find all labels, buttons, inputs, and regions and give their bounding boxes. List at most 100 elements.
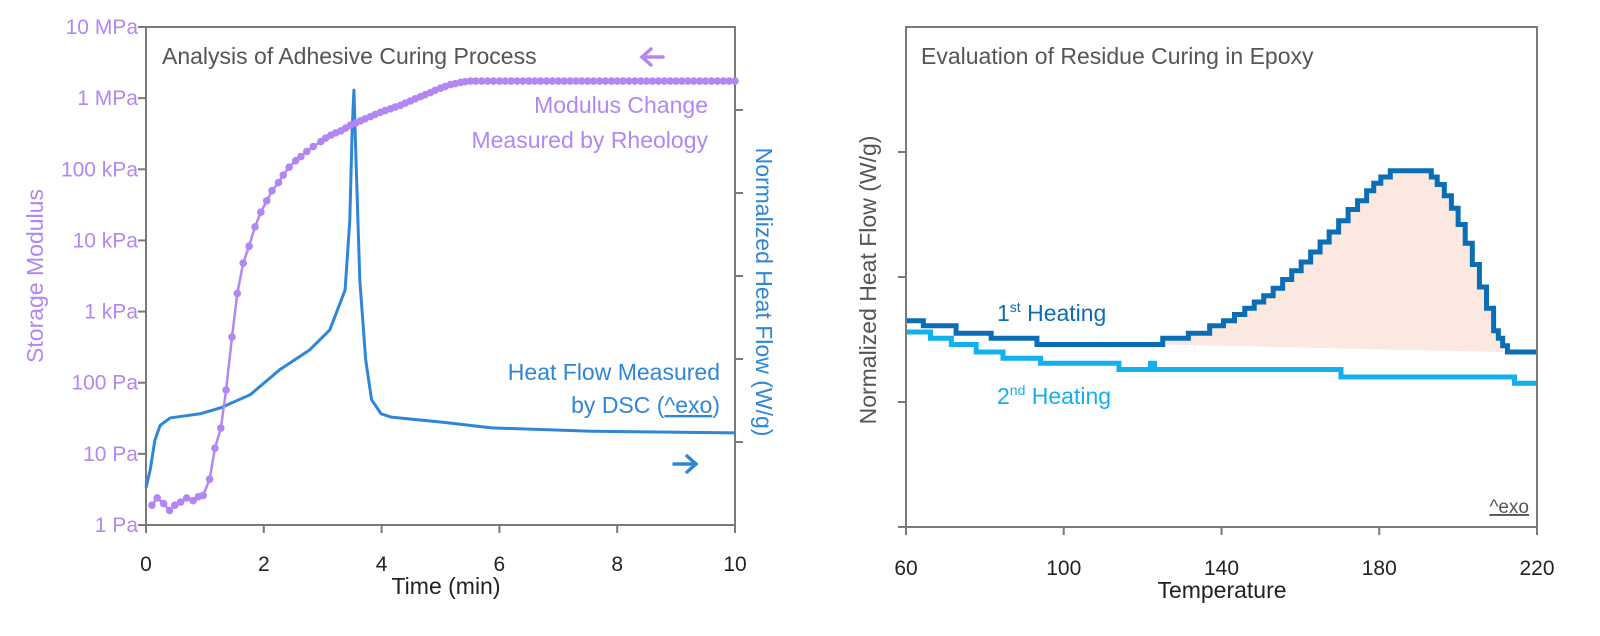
- storage-modulus-point: [233, 289, 242, 298]
- left-chart-title: Analysis of Adhesive Curing Process: [162, 43, 537, 69]
- storage-modulus-point: [239, 259, 247, 267]
- storage-modulus-point: [466, 77, 475, 85]
- storage-modulus-point: [689, 77, 698, 85]
- storage-modulus-point: [245, 242, 253, 250]
- legend-label-2nd-heating: 2nd Heating: [997, 382, 1111, 409]
- x-tick-label: 6: [494, 553, 506, 576]
- storage-modulus-point: [672, 77, 680, 85]
- storage-modulus-point: [648, 77, 657, 85]
- storage-modulus-point: [507, 77, 515, 85]
- storage-modulus-point: [572, 77, 580, 85]
- left-arrow-icon: [639, 47, 665, 67]
- storage-modulus-point: [228, 333, 236, 341]
- storage-modulus-point: [725, 77, 733, 85]
- storage-modulus-point: [719, 77, 728, 85]
- storage-modulus-point: [501, 77, 510, 85]
- storage-modulus-point: [607, 77, 616, 85]
- storage-modulus-point: [165, 506, 174, 515]
- storage-modulus-point: [211, 444, 219, 453]
- storage-modulus-point: [477, 77, 486, 85]
- storage-modulus-point: [268, 186, 276, 195]
- storage-modulus-point: [613, 77, 621, 85]
- storage-modulus-point: [701, 77, 710, 85]
- y-tick-label: 10 kPa: [73, 229, 139, 252]
- storage-modulus-point: [595, 77, 604, 85]
- dsc-annotation-line1: Heat Flow Measured: [508, 359, 720, 385]
- storage-modulus-point: [625, 77, 633, 85]
- storage-modulus-point: [713, 77, 722, 85]
- storage-modulus-point: [513, 77, 521, 85]
- storage-modulus-point: [199, 491, 207, 500]
- storage-modulus-point: [660, 77, 669, 85]
- storage-modulus-point: [483, 77, 492, 85]
- right-chart-x-axis-label: Temperature: [1157, 577, 1286, 603]
- storage-modulus-point: [642, 77, 651, 85]
- storage-modulus-point: [279, 171, 288, 179]
- storage-modulus-point: [153, 494, 161, 502]
- storage-modulus-point: [489, 77, 498, 85]
- storage-modulus-point: [159, 499, 168, 508]
- storage-modulus-point: [666, 77, 675, 85]
- storage-modulus-point: [217, 424, 225, 432]
- storage-modulus-point: [542, 77, 551, 85]
- storage-modulus-point: [678, 77, 686, 85]
- x-tick-label: 10: [723, 553, 746, 576]
- y-tick-label: 100 kPa: [61, 158, 138, 181]
- x-tick-label: 180: [1362, 557, 1397, 580]
- storage-modulus-point: [148, 501, 156, 509]
- right-chart-y-axis-label: Normalized Heat Flow (W/g): [855, 136, 881, 425]
- storage-modulus-point: [171, 501, 179, 509]
- exo-label: ^exo: [1489, 497, 1529, 518]
- right-y-axis-label: Normalized Heat Flow (W/g): [751, 148, 777, 437]
- storage-modulus-point: [182, 494, 191, 502]
- y-tick-label: 1 kPa: [84, 301, 138, 324]
- 1st-heating-line: [906, 168, 1537, 355]
- x-tick-label: 220: [1519, 557, 1554, 580]
- left-y-axis-label: Storage Modulus: [22, 189, 48, 363]
- storage-modulus-point: [205, 475, 214, 484]
- storage-modulus-point: [525, 77, 533, 85]
- left-chart: 0 2 4 6 8 10 1 Pa 10 Pa 100 Pa 1 kPa 10 kPa 100 kPa…: [22, 16, 777, 599]
- storage-modulus-point: [530, 77, 539, 85]
- y-tick-label: 10 Pa: [83, 443, 138, 466]
- storage-modulus-point: [251, 223, 259, 231]
- storage-modulus-point: [548, 77, 557, 85]
- 2nd-heating-line: [906, 329, 1537, 386]
- x-tick-label: 0: [140, 553, 152, 576]
- storage-modulus-point: [176, 498, 185, 506]
- x-tick-label: 100: [1046, 557, 1081, 580]
- right-chart-title: Evaluation of Residue Curing in Epoxy: [921, 43, 1314, 69]
- y-tick-label: 1 MPa: [77, 87, 138, 110]
- storage-modulus-point: [695, 77, 704, 85]
- storage-modulus-point: [583, 77, 592, 85]
- right-chart: 60 100 140 180 220 Evaluation of Residue Cur…: [855, 26, 1555, 603]
- storage-modulus-point: [731, 77, 739, 85]
- storage-modulus-point: [291, 156, 300, 165]
- storage-modulus-point: [495, 77, 504, 85]
- storage-modulus-point: [578, 77, 586, 85]
- left-x-axis-label: Time (min): [391, 573, 500, 599]
- x-tick-label: 140: [1204, 557, 1239, 580]
- storage-modulus-point: [554, 77, 563, 85]
- storage-modulus-point: [472, 77, 480, 85]
- modulus-annotation-line2: Measured by Rheology: [471, 127, 708, 153]
- x-tick-label: 2: [258, 553, 270, 576]
- x-tick-label: 8: [611, 553, 623, 576]
- storage-modulus-point: [684, 77, 692, 85]
- right-arrow-icon: [672, 454, 699, 474]
- storage-modulus-point: [257, 208, 265, 216]
- storage-modulus-point: [566, 77, 574, 85]
- x-tick-label: 4: [376, 553, 388, 576]
- storage-modulus-point: [297, 152, 305, 161]
- storage-modulus-point: [309, 142, 318, 151]
- x-tick-label: 60: [894, 557, 917, 580]
- storage-modulus-point: [589, 77, 598, 85]
- storage-modulus-point: [274, 178, 283, 187]
- y-tick-label: 10 MPa: [66, 16, 139, 39]
- dsc-annotation-line2: by DSC (^exo): [571, 392, 720, 418]
- legend-label-1st-heating: 1st Heating: [997, 299, 1106, 326]
- y-tick-label: 100 Pa: [71, 372, 138, 395]
- storage-modulus-point: [536, 77, 545, 85]
- dsc-heat-flow-line: [144, 88, 736, 488]
